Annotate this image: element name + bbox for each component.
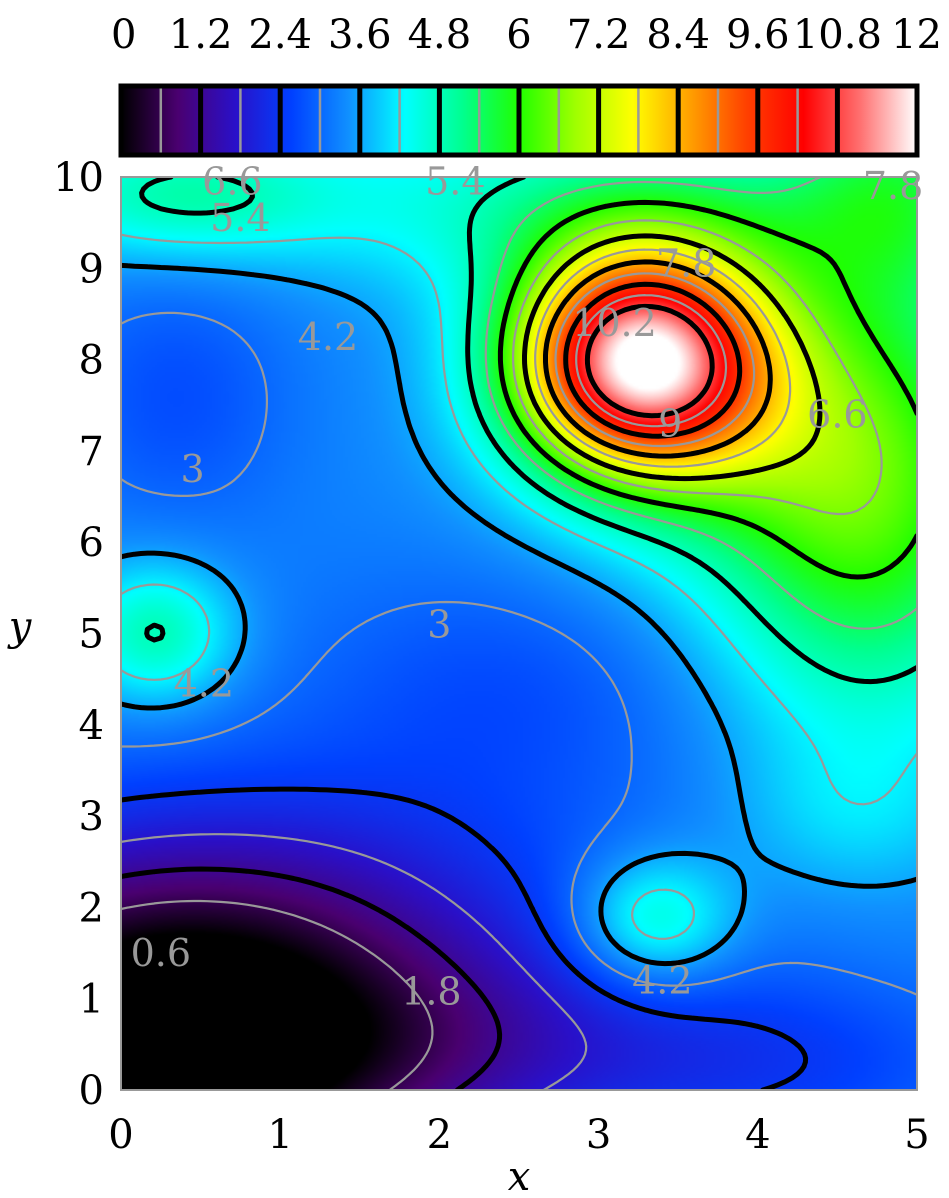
y-tick-label: 3	[79, 794, 104, 840]
x-tick-label: 2	[427, 1112, 452, 1158]
x-tick-label: 3	[586, 1112, 611, 1158]
minor-contour-lines	[121, 177, 917, 1090]
major-contour-lines	[121, 177, 917, 1090]
contour-line-minor	[484, 177, 917, 630]
contour-line-minor	[121, 899, 434, 1090]
contour-line-minor	[575, 294, 728, 428]
y-tick-label: 1	[79, 977, 104, 1023]
y-tick-label: 0	[79, 1068, 104, 1114]
contour-label: 0.6	[131, 931, 191, 975]
contour-label: 4.2	[298, 315, 358, 359]
colorbar-tick-label: 8.4	[646, 12, 710, 58]
x-tick-label: 1	[267, 1112, 292, 1158]
contour-label: 9	[658, 402, 682, 446]
contour-line-minor	[121, 233, 917, 940]
heatmap-field	[121, 177, 917, 1090]
y-tick-label: 5	[79, 612, 104, 658]
colorbar-tick-label: 12	[891, 12, 942, 58]
colorbar-tick-label: 10.8	[793, 12, 882, 58]
contour-label: 4.2	[632, 958, 692, 1002]
contour-line-minor	[121, 311, 917, 996]
y-tick-label: 8	[79, 338, 104, 384]
colorbar-tick-labels: 0 1.2 2.4 3.6 4.8 6 7.2 8.4 9.6 10.8 12	[111, 12, 942, 58]
colorbar-tick-label: 3.6	[328, 12, 392, 58]
contour-line-major	[497, 199, 917, 580]
x-tick-label: 5	[904, 1112, 929, 1158]
contour-line-minor	[512, 219, 883, 516]
x-axis-tick-labels: 0 1 2 3 4 5	[108, 1112, 929, 1158]
x-tick-label: 4	[745, 1112, 770, 1158]
contour-label: 5.4	[210, 196, 270, 240]
contour-line-major	[563, 281, 743, 439]
contour-label: 10.2	[572, 301, 657, 345]
y-axis-label: y	[7, 604, 33, 650]
contour-label: 7.8	[863, 164, 923, 208]
contour-label: 1.8	[401, 969, 461, 1013]
contour-label: 7.8	[656, 242, 716, 286]
colorbar-tick-label: 6	[506, 12, 531, 58]
contour-label: 6.6	[807, 392, 867, 436]
y-tick-label: 7	[79, 429, 104, 475]
y-tick-label: 10	[53, 155, 104, 201]
y-axis-tick-labels: 0 1 2 3 4 5 6 7 8 9 10	[53, 155, 104, 1114]
contour-label: 3	[427, 602, 451, 646]
contour-line-major	[139, 177, 917, 685]
colorbar-tick-label: 7.2	[567, 12, 631, 58]
plot-frame	[120, 176, 918, 1091]
colorbar-tick-label: 4.8	[408, 12, 472, 58]
contour-line-major	[584, 303, 715, 419]
colorbar-tick-label: 0	[111, 12, 136, 58]
colorbar-frame	[118, 83, 920, 158]
y-tick-label: 2	[79, 885, 104, 931]
y-tick-label: 4	[79, 703, 104, 749]
x-tick-label: 0	[108, 1112, 133, 1158]
colorbar-tick-label: 1.2	[169, 12, 233, 58]
y-tick-label: 6	[79, 520, 104, 566]
colorbar-tick-label: 2.4	[248, 12, 312, 58]
y-tick-label: 9	[79, 246, 104, 292]
contour-line-minor	[534, 248, 792, 468]
contour-line-minor	[554, 272, 756, 448]
contour-line-major	[543, 259, 773, 459]
contour-label: 4.2	[174, 662, 234, 706]
colorbar-level-lines	[159, 86, 840, 155]
contour-line-major	[522, 233, 823, 482]
contour-label: 5.4	[425, 160, 485, 204]
x-axis-label: x	[508, 1154, 531, 1198]
contour-label: 3	[181, 447, 205, 491]
colorbar: 0 1.2 2.4 3.6 4.8 6 7.2 8.4 9.6 10.8 12	[111, 12, 942, 158]
contour-line-major	[121, 262, 917, 967]
colorbar-tick-label: 9.6	[726, 12, 790, 58]
contour-label: 6.6	[202, 160, 262, 204]
